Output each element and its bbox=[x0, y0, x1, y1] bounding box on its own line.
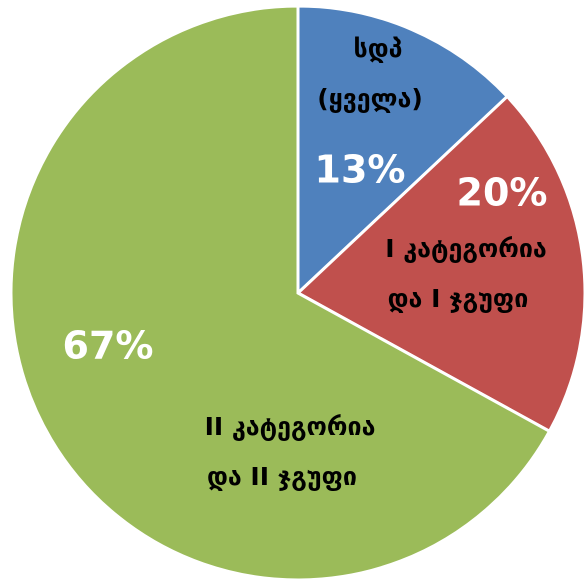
pie-slice bbox=[295, 94, 584, 434]
value-label: 20% bbox=[457, 171, 548, 215]
pie-slice bbox=[296, 4, 510, 297]
category-label: სდპ bbox=[354, 34, 403, 63]
category-label: და I ჯგუფი bbox=[388, 284, 529, 313]
category-label: (ყველა) bbox=[317, 84, 423, 113]
category-label: და II ჯგუფი bbox=[207, 462, 357, 491]
value-label: 13% bbox=[315, 148, 406, 192]
category-label: II კატეგორია bbox=[205, 412, 376, 441]
value-label: 67% bbox=[63, 324, 154, 368]
category-label: I კატეგორია bbox=[385, 234, 547, 263]
pie-slice bbox=[9, 4, 552, 581]
